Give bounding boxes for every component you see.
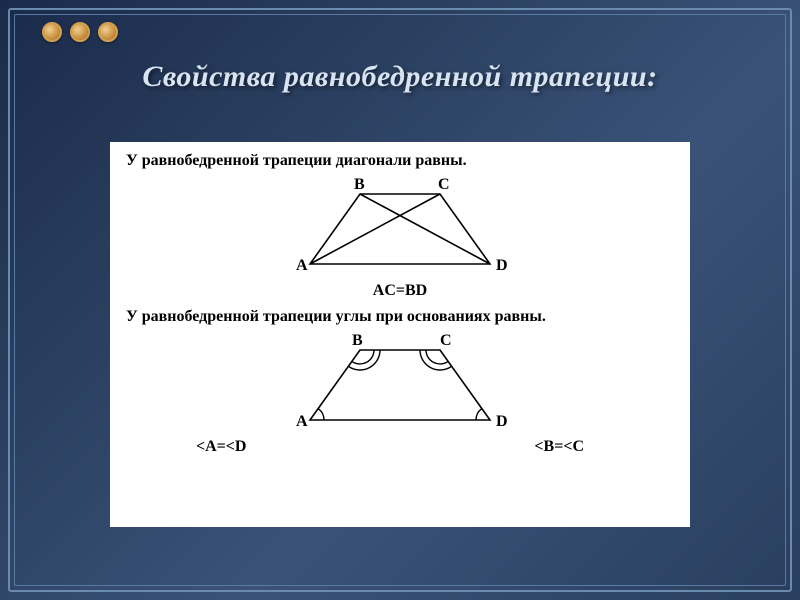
label-c2: C: [440, 332, 452, 349]
arc-a: [318, 409, 324, 420]
trapezoid-shape: [310, 350, 490, 420]
trapezoid-shape: [310, 194, 490, 264]
circle-icon: [70, 22, 90, 42]
trapezoid-angles-svg: A B C D: [260, 330, 540, 442]
content-panel: У равнобедренной трапеции диагонали равн…: [110, 142, 690, 527]
diagonal-ac: [310, 194, 440, 264]
equation1: AC=BD: [126, 282, 674, 300]
trapezoid-diagonals-svg: A B C D: [260, 174, 540, 284]
eq-right: <B=<C: [534, 438, 584, 456]
slide-title: Свойства равнобедренной трапеции:: [0, 60, 800, 94]
label-a2: A: [296, 413, 308, 430]
circle-icon: [42, 22, 62, 42]
diagram1: A B C D AC=BD: [126, 174, 674, 300]
diagonal-bd: [360, 194, 490, 264]
property2-text: У равнобедренной трапеции углы при основ…: [126, 308, 674, 326]
slide: Свойства равнобедренной трапеции: У равн…: [0, 0, 800, 600]
diagram2: A B C D <A=<D <B=<C: [126, 330, 674, 456]
label-a: A: [296, 257, 308, 274]
eq-left: <A=<D: [196, 438, 246, 456]
property1-text: У равнобедренной трапеции диагонали равн…: [126, 152, 674, 170]
decoration-circles: [42, 22, 118, 42]
label-b: B: [354, 176, 365, 193]
label-d2: D: [496, 413, 508, 430]
circle-icon: [98, 22, 118, 42]
label-d: D: [496, 257, 508, 274]
arc-d: [476, 409, 482, 420]
label-b2: B: [352, 332, 363, 349]
label-c: C: [438, 176, 450, 193]
equation2-row: <A=<D <B=<C: [126, 438, 674, 456]
